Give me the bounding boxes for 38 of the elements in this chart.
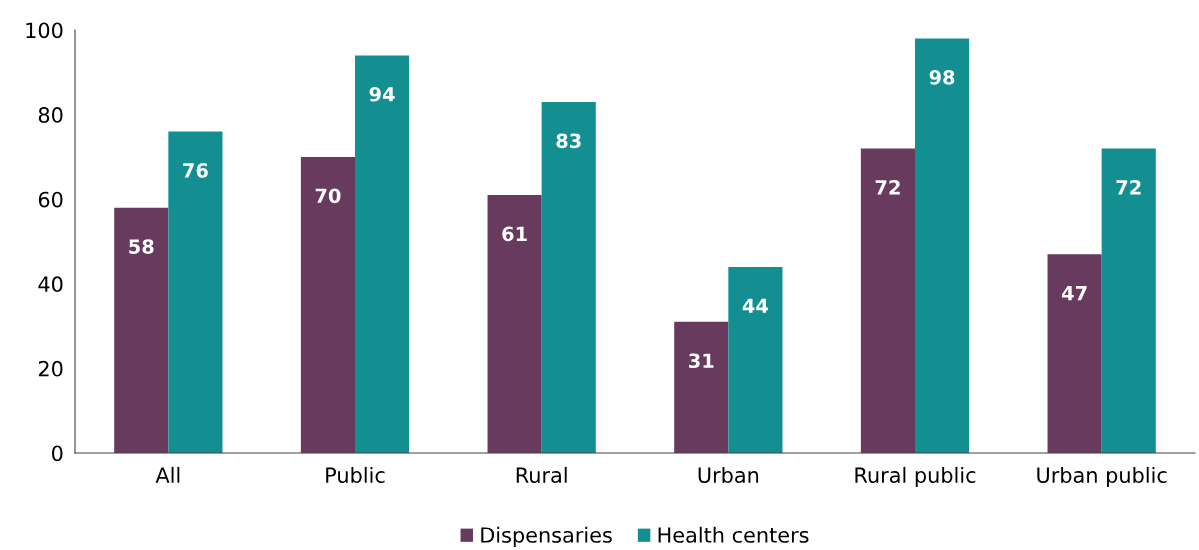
y-tick-label: 40 <box>38 276 63 293</box>
data-label: 58 <box>129 239 154 254</box>
x-tick-label: Rural public <box>855 466 976 488</box>
y-tick-label: 60 <box>38 191 63 208</box>
y-tick-label: 100 <box>26 22 63 39</box>
data-label: 47 <box>1061 285 1087 301</box>
legend-label: Health centers <box>658 526 809 543</box>
data-label: 70 <box>315 188 341 204</box>
data-label: 72 <box>875 179 900 195</box>
y-tick-label: 0 <box>52 445 63 462</box>
bar <box>728 266 783 453</box>
bar <box>168 131 223 453</box>
x-tick-label: Rural <box>516 466 567 484</box>
legend-label: Dispensaries <box>481 526 612 547</box>
x-tick-label: Urban <box>698 466 759 484</box>
bar <box>541 101 596 453</box>
bar <box>915 38 970 453</box>
bar <box>355 55 410 453</box>
x-tick-label: All <box>155 466 180 483</box>
bar <box>860 148 915 453</box>
data-label: 72 <box>1116 179 1141 195</box>
data-label: 83 <box>556 133 581 149</box>
data-label: 61 <box>502 226 527 242</box>
bar <box>674 321 729 453</box>
bar <box>300 156 355 453</box>
data-label: 94 <box>369 86 395 102</box>
bar <box>487 194 542 453</box>
x-tick-label: Urban public <box>1037 466 1167 488</box>
bar <box>1101 148 1156 453</box>
data-label: 76 <box>183 163 208 178</box>
y-tick-label: 20 <box>38 360 63 377</box>
y-tick-label: 80 <box>38 107 63 123</box>
data-label: 44 <box>742 298 769 313</box>
data-label: 31 <box>689 353 714 369</box>
x-tick-label: Public <box>326 466 385 484</box>
bar <box>1047 254 1102 453</box>
data-label: 98 <box>929 69 955 85</box>
bar <box>114 207 169 453</box>
